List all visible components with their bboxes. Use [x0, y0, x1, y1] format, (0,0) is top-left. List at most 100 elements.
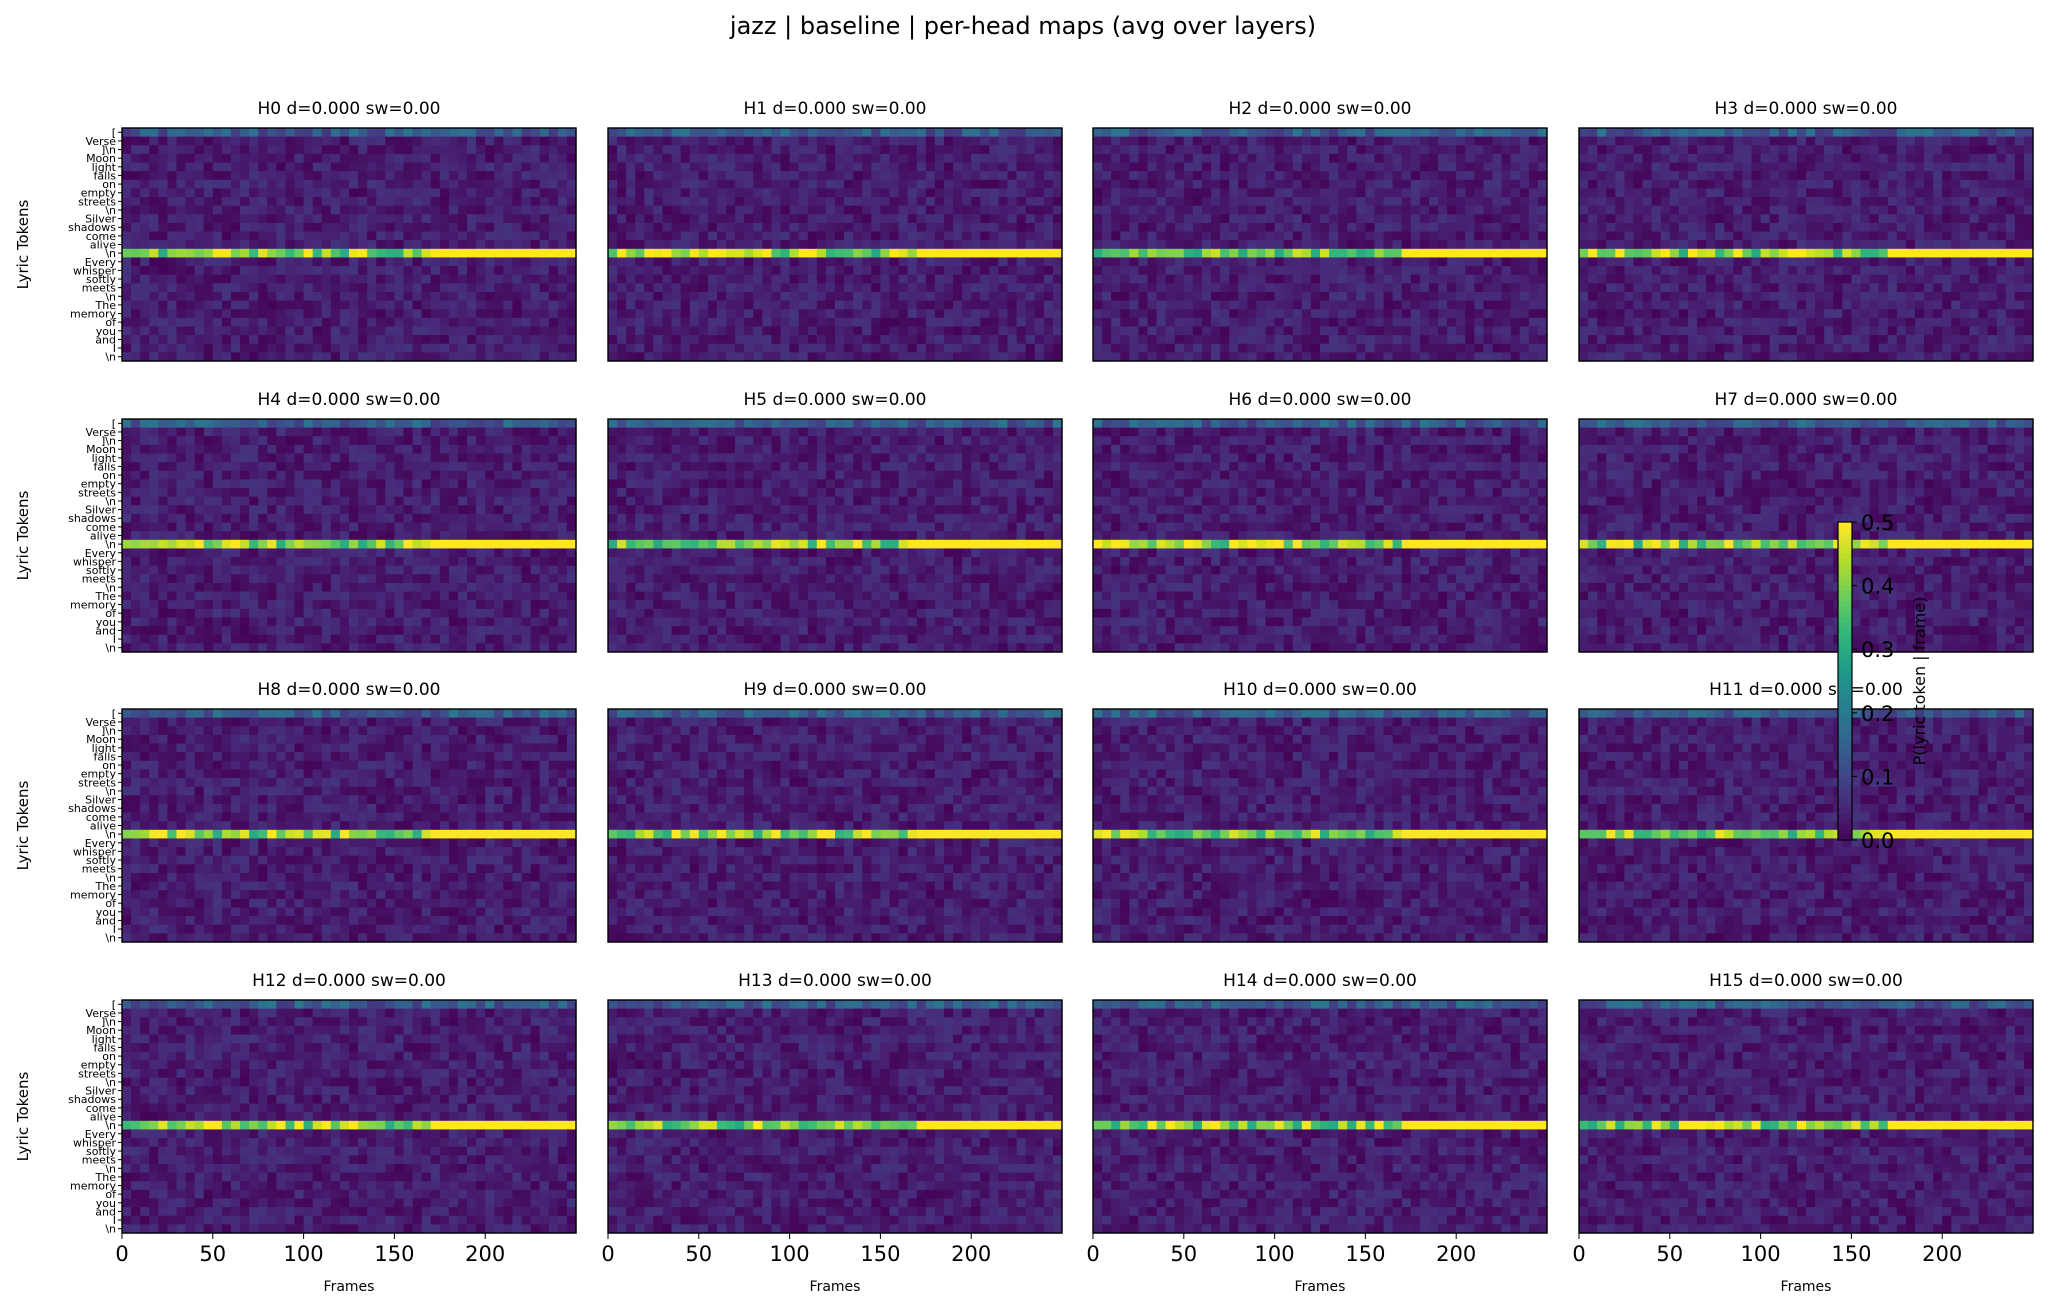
heatmap-cell — [862, 275, 872, 284]
heatmap-cell — [862, 223, 872, 232]
heatmap-cell — [1633, 232, 1643, 241]
heatmap-cell — [213, 240, 223, 249]
heatmap-cell — [1661, 154, 1671, 163]
heatmap-cell — [186, 326, 196, 335]
heatmap-cell — [1193, 145, 1203, 154]
heatmap-cell — [1474, 309, 1484, 318]
heatmap-cell — [744, 145, 754, 154]
heatmap-cell — [917, 214, 927, 223]
heatmap-cell — [503, 163, 513, 172]
heatmap-cell — [1579, 266, 1589, 275]
heatmap-cell — [1284, 137, 1294, 146]
heatmap-cell — [440, 309, 450, 318]
heatmap-cell — [149, 335, 159, 344]
heatmap-cell — [871, 171, 881, 180]
heatmap-cell — [1211, 206, 1221, 215]
heatmap-cell — [1093, 344, 1103, 353]
heatmap-cell — [167, 309, 177, 318]
heatmap-cell — [1465, 257, 1475, 266]
heatmap-cell — [458, 214, 468, 223]
heatmap-cell — [699, 283, 709, 292]
heatmap-cell — [313, 197, 323, 206]
heatmap-cell — [1529, 335, 1539, 344]
heatmap-cell — [186, 145, 196, 154]
heatmap-cell — [1752, 180, 1762, 189]
heatmap-cell — [1951, 240, 1961, 249]
heatmap-cell — [1483, 197, 1493, 206]
heatmap-cell — [1411, 318, 1421, 327]
heatmap-cell — [1688, 197, 1698, 206]
heatmap-cell — [871, 232, 881, 241]
heatmap-cell — [1797, 240, 1807, 249]
heatmap-cell — [1093, 335, 1103, 344]
heatmap-cell — [149, 214, 159, 223]
heatmap-cell — [708, 214, 718, 223]
heatmap-cell — [558, 223, 568, 232]
heatmap-cell — [2015, 206, 2025, 215]
heatmap-cell — [744, 326, 754, 335]
heatmap-cell — [1220, 344, 1230, 353]
heatmap-cell — [1293, 318, 1303, 327]
heatmap-cell — [917, 309, 927, 318]
heatmap-cell — [1138, 283, 1148, 292]
heatmap-cell — [440, 197, 450, 206]
heatmap-cell — [458, 206, 468, 215]
heatmap-cell — [799, 197, 809, 206]
heatmap-cell — [1184, 223, 1194, 232]
heatmap-cell — [1211, 344, 1221, 353]
heatmap-cell — [1511, 335, 1521, 344]
heatmap-cell — [1474, 206, 1484, 215]
heatmap-cell — [1329, 137, 1339, 146]
heatmap-cell — [1597, 137, 1607, 146]
heatmap-cell — [726, 180, 736, 189]
heatmap-cell — [367, 309, 377, 318]
heatmap-cell — [1053, 163, 1063, 172]
heatmap-cell — [1538, 137, 1548, 146]
heatmap-cell — [1670, 249, 1680, 258]
heatmap-cell — [394, 257, 404, 266]
heatmap-cell — [626, 240, 636, 249]
heatmap-cell — [358, 188, 368, 197]
heatmap-cell — [549, 318, 559, 327]
heatmap-cell — [835, 292, 845, 301]
heatmap-cell — [149, 223, 159, 232]
heatmap-cell — [1670, 137, 1680, 146]
heatmap-cell — [1035, 283, 1045, 292]
heatmap-cell — [662, 171, 672, 180]
heatmap-cell — [1933, 145, 1943, 154]
heatmap-cell — [1411, 344, 1421, 353]
heatmap-cell — [567, 318, 577, 327]
heatmap-cell — [681, 275, 691, 284]
heatmap-cell — [567, 232, 577, 241]
heatmap-cell — [817, 171, 827, 180]
heatmap-cell — [1138, 318, 1148, 327]
heatmap-cell — [313, 137, 323, 146]
heatmap-cell — [485, 171, 495, 180]
heatmap-cell — [1102, 171, 1112, 180]
heatmap-cell — [131, 266, 141, 275]
heatmap-cell — [681, 180, 691, 189]
heatmap-cell — [1806, 180, 1816, 189]
heatmap-cell — [176, 344, 186, 353]
heatmap-cell — [835, 145, 845, 154]
heatmap-cell — [681, 318, 691, 327]
heatmap-cell — [449, 206, 459, 215]
heatmap-cell — [458, 326, 468, 335]
heatmap-cell — [799, 335, 809, 344]
heatmap-cell — [376, 128, 386, 137]
heatmap-cell — [485, 326, 495, 335]
heatmap-cell — [1111, 326, 1121, 335]
heatmap-cell — [1456, 309, 1466, 318]
heatmap-cell — [1329, 163, 1339, 172]
heatmap-cell — [522, 171, 532, 180]
heatmap-cell — [1979, 206, 1989, 215]
heatmap-cell — [1870, 145, 1880, 154]
heatmap-cell — [1008, 137, 1018, 146]
heatmap-cell — [349, 344, 359, 353]
heatmap-cell — [962, 266, 972, 275]
heatmap-cell — [176, 128, 186, 137]
heatmap-cell — [662, 223, 672, 232]
heatmap-cell — [449, 180, 459, 189]
heatmap-cell — [635, 249, 645, 258]
heatmap-cell — [485, 301, 495, 310]
